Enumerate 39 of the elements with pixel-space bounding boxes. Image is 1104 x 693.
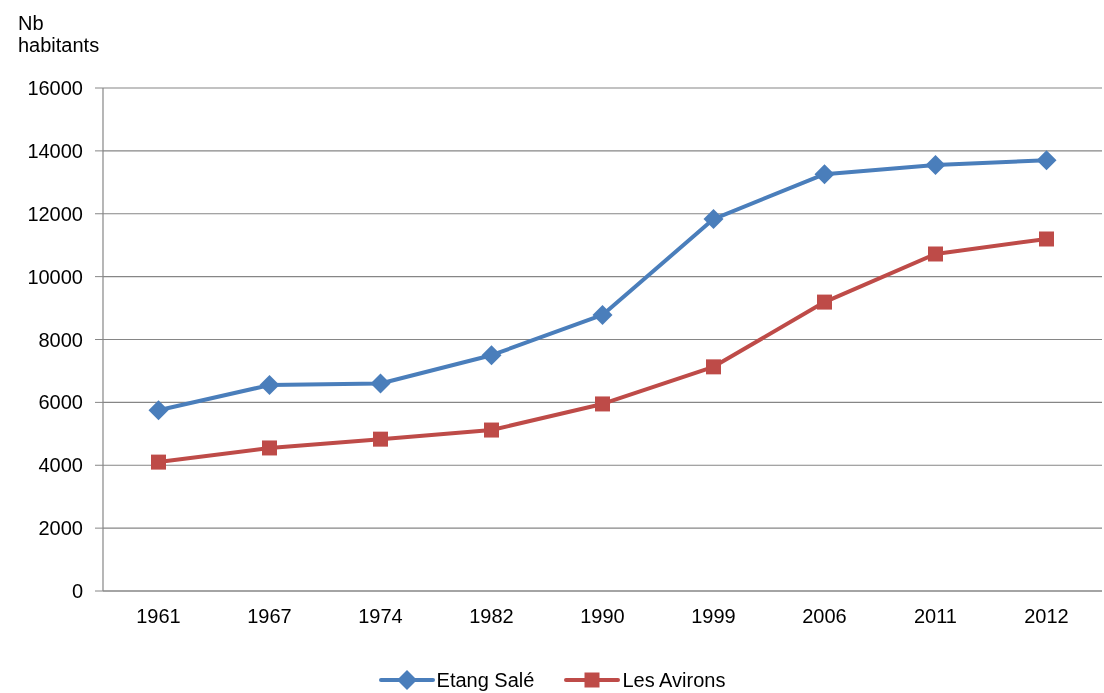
x-tick-label: 2011 [913,605,958,628]
point [925,155,946,176]
x-tick-label: 1974 [358,605,403,628]
x-tick-label: 1961 [136,605,181,628]
y-tick-label: 16000 [27,77,83,100]
point [814,164,835,185]
point [1039,231,1054,247]
legend-label: Les Avirons [622,668,726,692]
point [1036,150,1057,171]
y-axis-title: Nb habitants [18,12,101,56]
point [259,375,280,396]
y-tick-label: 14000 [27,139,83,162]
point [817,294,832,310]
y-tick-label: 6000 [38,391,83,414]
y-tick-label: 4000 [38,454,83,477]
point [148,400,169,421]
legend-label: Etang Salé [436,668,535,692]
point [703,209,724,230]
point [262,440,277,456]
x-tick-label: 2006 [802,605,847,628]
point [370,373,391,394]
x-tick-label: 1982 [469,605,514,628]
x-tick-label: 2012 [1024,605,1069,628]
point [592,304,613,325]
y-tick-label: 0 [71,580,83,603]
x-tick-label: 1967 [247,605,292,628]
point [151,454,166,470]
point [595,396,610,412]
y-tick-label: 10000 [27,265,83,288]
y-tick-label: 12000 [27,202,83,225]
point [706,359,721,375]
x-tick-label: 1999 [691,605,736,628]
point [484,422,499,438]
point [481,345,502,366]
y-tick-label: 8000 [38,328,83,351]
x-tick-label: 1990 [580,605,625,628]
point [928,246,943,262]
point [373,431,388,447]
y-tick-label: 2000 [38,517,83,540]
